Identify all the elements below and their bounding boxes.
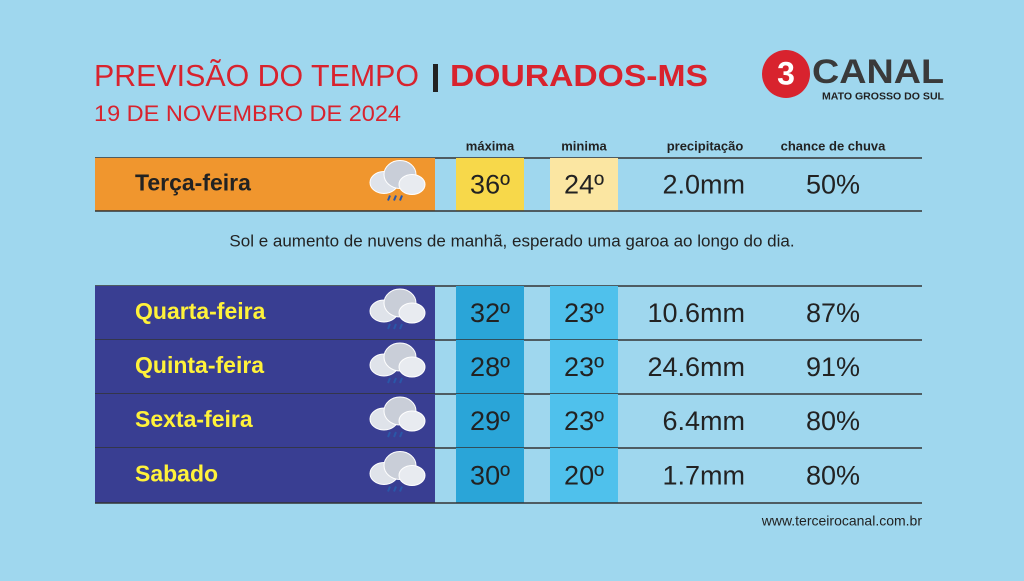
min-temp: 23º: [564, 406, 604, 436]
title-right: DOURADOS-MS: [450, 58, 708, 93]
column-header: minima: [561, 138, 607, 153]
max-temp: 36º: [470, 170, 510, 200]
rain-drop: [399, 323, 403, 330]
min-cell: [550, 394, 618, 448]
rain-chance: 50%: [806, 170, 860, 200]
rain-drop: [387, 431, 391, 438]
day-name: Sabado: [135, 461, 218, 487]
precipitation: 1.7mm: [662, 461, 745, 491]
day-name: Quarta-feira: [135, 298, 266, 324]
rain-drop: [399, 486, 403, 492]
logo-number: 3: [777, 55, 795, 91]
rain-drop: [399, 195, 403, 201]
max-temp: 28º: [470, 352, 510, 382]
precipitation: 2.0mm: [662, 170, 745, 200]
max-cell: [456, 448, 524, 503]
day-name: Terça-feira: [135, 170, 251, 196]
rain-drop: [387, 486, 391, 492]
weather-icon: [398, 410, 426, 432]
rain-drop: [399, 431, 403, 438]
rain-drop: [387, 323, 391, 330]
precipitation: 10.6mm: [647, 298, 745, 328]
max-cell: [456, 394, 524, 448]
date: 19 DE NOVEMBRO DE 2024: [94, 101, 401, 126]
min-temp: 20º: [564, 461, 604, 491]
rain-chance: 80%: [806, 406, 860, 436]
rain-drop: [393, 486, 397, 492]
max-cell: [456, 286, 524, 340]
max-temp: 32º: [470, 298, 510, 328]
rain-drop: [393, 431, 397, 438]
precipitation: 6.4mm: [662, 406, 745, 436]
rain-drop: [387, 195, 391, 201]
max-temp: 29º: [470, 406, 510, 436]
max-temp: 30º: [470, 461, 510, 491]
weather-icon: [398, 356, 426, 378]
min-temp: 23º: [564, 352, 604, 382]
rain-drop: [387, 377, 391, 384]
max-cell: [456, 340, 524, 394]
day-name: Quinta-feira: [135, 352, 264, 378]
column-header: máxima: [466, 138, 515, 153]
min-temp: 23º: [564, 298, 604, 328]
column-header: precipitação: [667, 138, 744, 153]
day-name: Sexta-feira: [135, 406, 253, 432]
column-header: chance de chuva: [781, 138, 887, 153]
min-cell: [550, 448, 618, 503]
rain-drop: [393, 195, 397, 201]
title-separator: [433, 64, 438, 92]
weather-icon: [398, 465, 426, 486]
precipitation: 24.6mm: [647, 352, 745, 382]
rain-chance: 80%: [806, 461, 860, 491]
min-temp: 24º: [564, 170, 604, 200]
description: Sol e aumento de nuvens de manhã, espera…: [229, 231, 794, 250]
weather-icon: [398, 302, 426, 324]
weather-icon: [398, 174, 426, 195]
logo-circle: [762, 50, 810, 98]
logo-region: MATO GROSSO DO SUL: [822, 92, 944, 103]
min-cell: [550, 340, 618, 394]
title-left: PREVISÃO DO TEMPO: [94, 58, 419, 93]
rain-drop: [399, 377, 403, 384]
rain-drop: [393, 323, 397, 330]
min-cell: [550, 286, 618, 340]
logo-name: CANAL: [812, 53, 944, 91]
max-cell: [456, 158, 524, 211]
rain-chance: 91%: [806, 352, 860, 382]
rain-drop: [393, 377, 397, 384]
rain-chance: 87%: [806, 298, 860, 328]
footer-url: www.terceirocanal.com.br: [761, 513, 923, 529]
min-cell: [550, 158, 618, 211]
